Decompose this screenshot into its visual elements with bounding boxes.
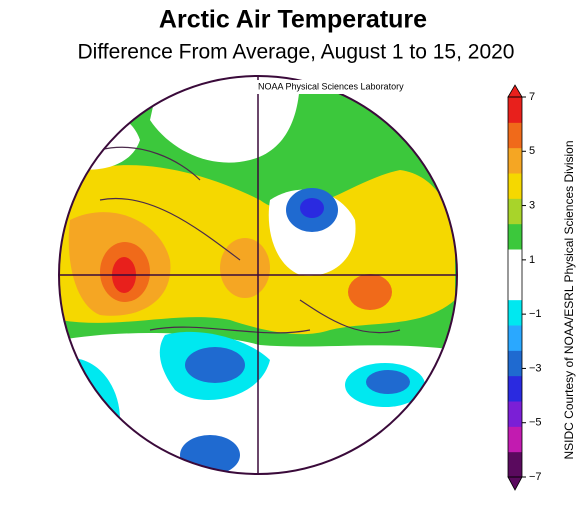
colorbar-arrow (507, 84, 523, 98)
subtitle: Difference From Average, August 1 to 15,… (77, 41, 514, 64)
colorbar-segment (508, 249, 522, 275)
colorbar-segment (508, 426, 522, 453)
colorbar-segment (508, 451, 522, 478)
colorbar-tick-label: 1 (529, 254, 535, 266)
colorbar-segment (508, 223, 522, 250)
colorbar-tick-label: −3 (529, 362, 542, 374)
colorbar-segment (508, 274, 522, 301)
warm-region (220, 238, 270, 298)
cold-region (366, 370, 410, 394)
source-label: NOAA Physical Sciences Laboratory (258, 81, 404, 91)
colorbar-segment (508, 173, 522, 199)
cold-region (185, 347, 245, 383)
warm-region (348, 274, 392, 310)
colorbar-arrow (507, 476, 523, 491)
temperature-map (59, 76, 457, 474)
source-box (243, 80, 455, 94)
colorbar-tick-label: 7 (529, 91, 535, 103)
neutral-region (150, 76, 300, 163)
coastline (99, 146, 401, 334)
cold-region (300, 198, 324, 218)
colorbar: −7 −5 −3 −1 1 3 5 7 (507, 84, 542, 491)
colorbar-segment (508, 198, 522, 225)
colorbar-tick-label: 3 (529, 199, 535, 211)
colorbar-segment (508, 325, 522, 351)
colorbar-segment (508, 97, 522, 123)
colorbar-segment (508, 122, 522, 149)
title: Arctic Air Temperature (159, 6, 427, 34)
colorbar-segment (508, 375, 522, 402)
colorbar-segment (508, 350, 522, 377)
credit: NSIDC Courtesy of NOAA/ESRL Physical Sci… (562, 141, 576, 460)
colorbar-tick-label: −7 (529, 471, 542, 483)
colorbar-frame (507, 96, 523, 478)
colorbar-segment (508, 401, 522, 427)
colorbar-tick-label: −5 (529, 417, 542, 429)
map-border (58, 75, 458, 475)
colorbar-tick-label: 5 (529, 145, 535, 157)
colorbar-tick-label: −1 (529, 308, 542, 320)
colorbar-segment (508, 147, 522, 174)
colorbar-segment (508, 299, 522, 326)
